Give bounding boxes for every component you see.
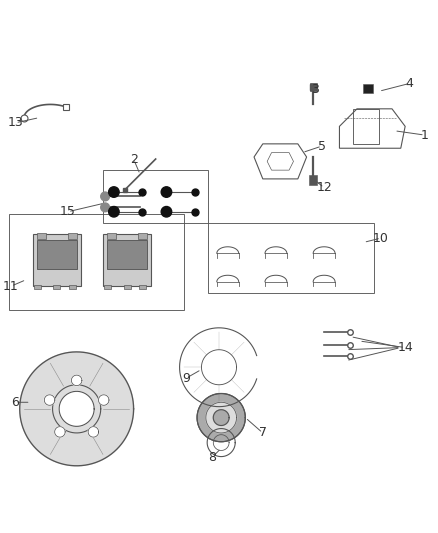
Circle shape [109,206,119,217]
Bar [34,285,41,289]
Text: 3: 3 [311,83,319,95]
Circle shape [44,395,55,405]
Bar [138,233,147,239]
Text: 6: 6 [11,396,19,409]
Bar [9,214,184,310]
Text: 9: 9 [182,372,190,385]
Text: 14: 14 [397,341,413,354]
Bar [69,285,76,289]
Text: 2: 2 [130,152,138,166]
Circle shape [99,395,109,405]
Circle shape [161,206,172,217]
Circle shape [101,192,110,201]
Text: 5: 5 [318,140,326,152]
Bar [104,285,111,289]
Text: 7: 7 [259,426,267,439]
Bar [33,233,81,286]
Text: 11: 11 [3,280,19,293]
Bar [139,285,146,289]
Circle shape [206,402,237,433]
Circle shape [59,391,94,426]
Circle shape [161,187,172,197]
Bar [107,240,147,269]
Circle shape [71,375,82,386]
Bar [53,285,60,289]
Text: 12: 12 [316,181,332,194]
Circle shape [197,393,245,442]
Text: 1: 1 [421,128,429,142]
Bar [37,240,77,269]
Text: 8: 8 [208,450,216,464]
Circle shape [101,203,110,212]
Text: 15: 15 [60,205,76,218]
Bar [37,233,46,239]
Bar [353,109,379,144]
Bar [309,174,317,185]
Bar [310,83,317,91]
Bar [68,233,77,239]
Circle shape [88,426,99,437]
Bar [103,170,208,223]
Bar [363,84,373,93]
Circle shape [55,426,65,437]
Bar [103,233,151,286]
Text: 10: 10 [373,231,389,245]
Text: 13: 13 [7,116,23,130]
Circle shape [213,410,229,425]
Circle shape [20,352,134,466]
Bar [124,285,131,289]
Bar [107,233,116,239]
Circle shape [109,187,119,197]
Text: 4: 4 [406,77,413,90]
Bar [208,223,374,293]
